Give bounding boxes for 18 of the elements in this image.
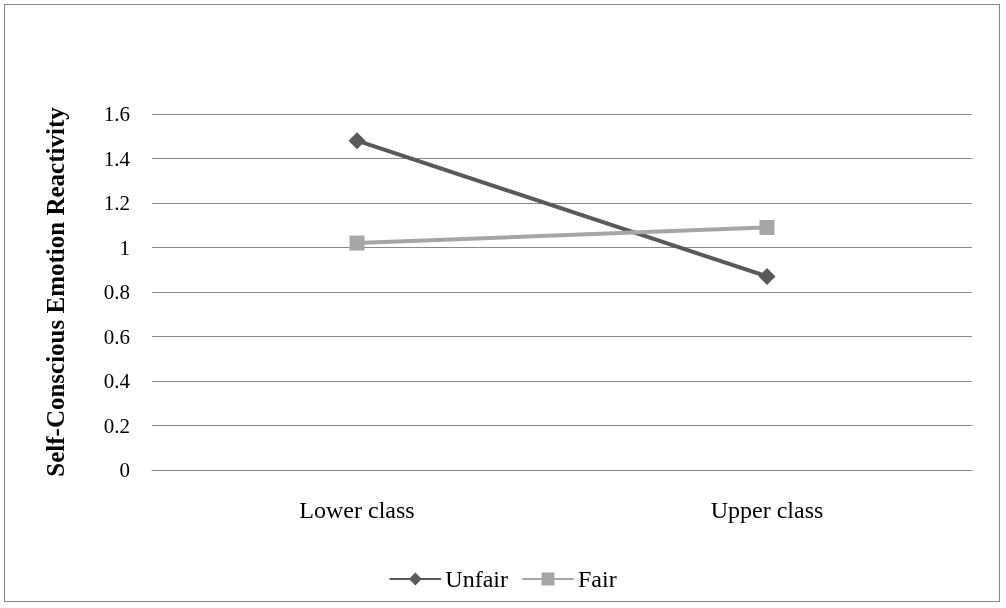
y-tick-label: 1.6 — [103, 102, 130, 126]
y-tick-label: 0.8 — [103, 280, 130, 304]
y-tick-label: 0.2 — [103, 413, 130, 438]
x-tick-label: Lower class — [299, 497, 415, 523]
y-tick-label: 1 — [119, 235, 130, 260]
y-tick-label: 0.4 — [103, 369, 131, 393]
point — [759, 219, 775, 235]
x-tick-label: Upper class — [710, 497, 824, 523]
legend-label: Unfair — [445, 566, 508, 592]
point — [348, 132, 366, 150]
y-tick-label: 0 — [119, 458, 130, 482]
y-axis-title: Self-Conscious Emotion Reactivity — [41, 106, 69, 477]
y-tick-label: 1.4 — [103, 146, 131, 171]
y-tick-label: 1.2 — [103, 191, 130, 215]
point — [349, 235, 365, 251]
point — [758, 267, 776, 285]
legend-label: Fair — [577, 566, 617, 592]
y-tick-label: 0.6 — [103, 324, 130, 349]
